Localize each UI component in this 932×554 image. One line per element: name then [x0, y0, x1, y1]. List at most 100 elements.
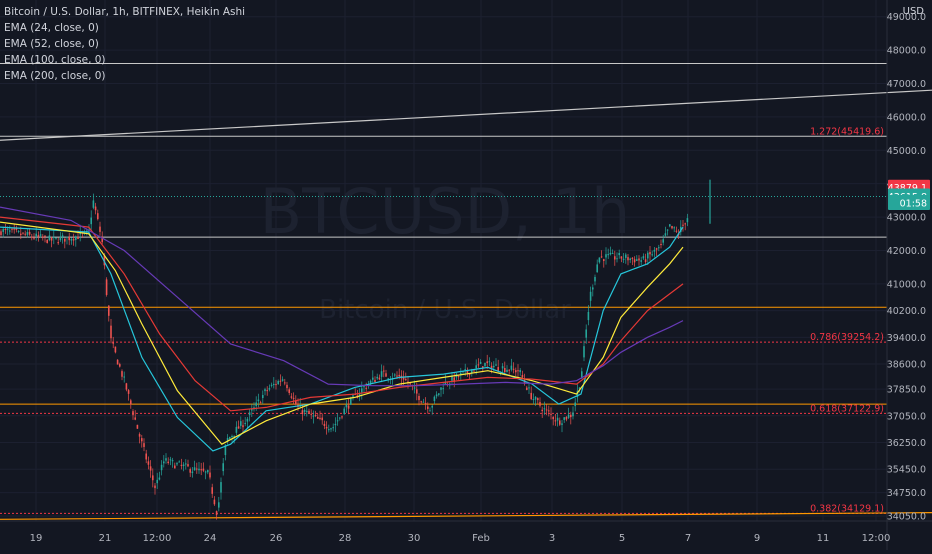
candle-body	[477, 364, 480, 366]
candle-body	[270, 384, 273, 386]
candle-body	[42, 236, 44, 238]
candle-body	[563, 417, 565, 420]
trend-line	[0, 512, 932, 520]
price-tick-label: 34750.0	[887, 488, 926, 499]
candle-body	[59, 237, 62, 241]
legend-ema-24[interactable]: EMA (24, close, 0)	[4, 22, 99, 34]
candle-body	[17, 231, 20, 233]
price-tick-label: 49000.0	[887, 12, 926, 23]
candle-body	[11, 228, 13, 230]
candle-body	[268, 388, 271, 390]
price-tick-label: 37050.0	[887, 411, 926, 422]
ema-line	[0, 216, 684, 412]
candle-body	[101, 236, 103, 243]
candle-body	[330, 428, 332, 430]
candle-body	[24, 233, 26, 235]
candle-body	[288, 389, 290, 393]
candle-body	[642, 256, 645, 259]
price-tick-label: 38600.0	[887, 360, 926, 371]
chart-legend: Bitcoin / U.S. Dollar, 1h, BITFINEX, Hei…	[4, 4, 245, 84]
time-tick-label: 30	[408, 533, 421, 544]
candle-body	[222, 463, 224, 472]
candle-body	[220, 482, 222, 493]
legend-ema-52[interactable]: EMA (52, close, 0)	[4, 38, 99, 50]
candle-body	[572, 412, 574, 417]
candle-body	[284, 382, 286, 384]
candle-body	[143, 443, 145, 447]
candle-body	[589, 291, 592, 301]
candle-body	[178, 461, 180, 463]
candle-body	[517, 370, 519, 372]
candle-body	[611, 253, 614, 255]
candle-body	[110, 325, 112, 339]
candle-body	[574, 402, 576, 407]
time-tick-label: 28	[339, 533, 352, 544]
candle-body	[114, 346, 117, 353]
candle-body	[596, 264, 598, 273]
horizontal-lines	[0, 62, 932, 520]
candle-body	[20, 233, 22, 235]
candle-body	[314, 415, 317, 417]
candle-body	[442, 388, 444, 390]
candle-body	[33, 237, 35, 239]
legend-title[interactable]: Bitcoin / U.S. Dollar, 1h, BITFINEX, Hei…	[4, 6, 246, 18]
candle-body	[435, 394, 438, 397]
legend-ema-100[interactable]: EMA (100, close, 0)	[4, 54, 106, 66]
candle-body	[578, 387, 581, 390]
candle-body	[279, 380, 282, 382]
candle-body	[625, 254, 627, 258]
candle-body	[200, 469, 202, 471]
candle-body	[336, 420, 339, 422]
candle-body	[453, 377, 455, 382]
candle-body	[277, 381, 279, 385]
candle-body	[644, 259, 647, 263]
candle-body	[376, 376, 378, 379]
candle-body	[273, 383, 275, 385]
candle-body	[37, 235, 40, 237]
candle-body	[638, 258, 640, 261]
price-tick-label: 45000.0	[887, 146, 926, 157]
candle-body	[244, 422, 246, 424]
price-tick-label: 43000.0	[887, 213, 926, 224]
candle-body	[460, 372, 462, 375]
candle-body	[152, 475, 154, 481]
candle-body	[385, 373, 387, 377]
candle-body	[86, 230, 88, 232]
candle-body	[57, 242, 59, 244]
candle-body	[501, 366, 504, 369]
candle-body	[132, 411, 134, 416]
candle-body	[416, 389, 418, 394]
candle-body	[165, 458, 167, 461]
price-axis[interactable]: 49000.048000.047000.046000.045000.044000…	[887, 12, 926, 522]
ema-line	[0, 226, 684, 452]
candle-body	[262, 395, 264, 398]
candle-body	[444, 381, 447, 385]
time-axis[interactable]: 19 21 12:00 24 26 28 30 Feb 3 5 7 9 11 12:00	[30, 533, 891, 544]
candle-body	[264, 389, 266, 392]
candle-body	[508, 369, 510, 371]
candle-body	[655, 248, 658, 250]
candle-body	[545, 409, 548, 411]
candle-body	[275, 384, 277, 386]
candle-body	[616, 258, 618, 260]
candle-body	[77, 236, 79, 240]
candle-body	[97, 213, 99, 220]
candle-body	[631, 257, 634, 259]
candle-body	[466, 370, 469, 373]
candle-body	[156, 479, 158, 484]
candle-body	[163, 461, 165, 464]
candle-body	[103, 255, 106, 266]
candle-body	[378, 377, 381, 380]
candle-body	[559, 420, 561, 425]
candle-body	[189, 469, 191, 473]
legend-ema-200[interactable]: EMA (200, close, 0)	[4, 70, 106, 82]
candle-body	[552, 417, 554, 420]
fib-level-label: 0.382(34129.1)	[810, 503, 884, 514]
candle-body	[666, 229, 669, 231]
candle-body	[226, 438, 229, 442]
candle-body	[255, 402, 257, 407]
candle-body	[658, 247, 660, 249]
